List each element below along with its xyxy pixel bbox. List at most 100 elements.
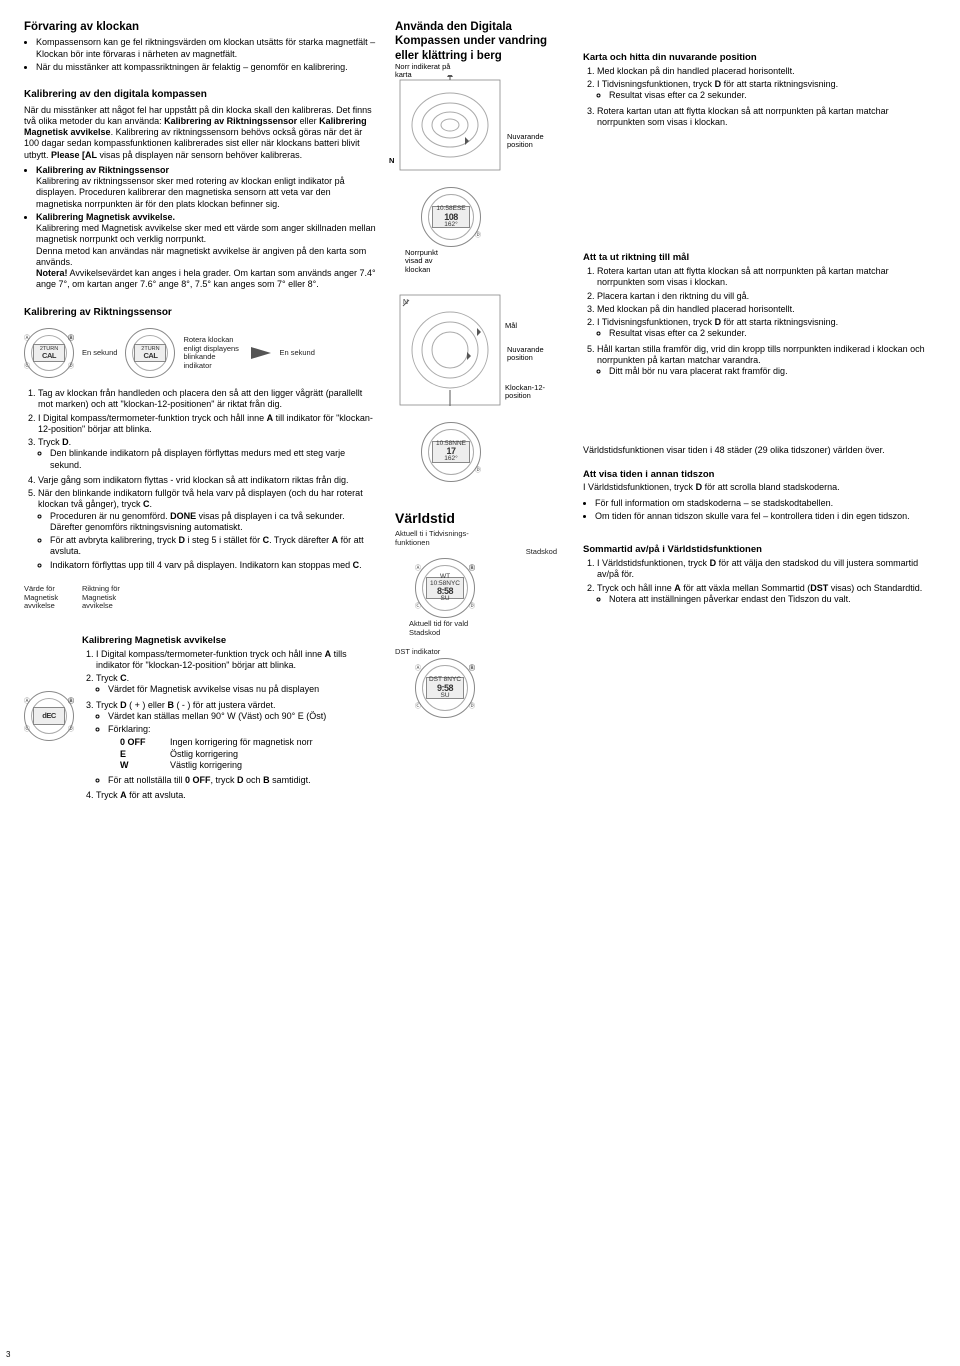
text: När den blinkande indikatorn fullgör två… [38, 488, 363, 509]
text: . [69, 437, 72, 447]
watch-icon: ⒶⒷⒸⒹ WT 10:58NYC 8:58 SU [415, 558, 475, 618]
list-item: Rotera kartan utan att flytta klockan så… [597, 106, 936, 129]
sub-bullet: Proceduren är nu genomförd. DONE visas p… [50, 511, 377, 534]
watch-icon: ⒶⒷⒸⒹ dEC [24, 691, 74, 741]
watch-icon: Ⓓ 10:58ESE 108 162° [421, 187, 481, 247]
caption: Nuvarande position [507, 346, 557, 363]
sub-bullet: För att avbryta kalibrering, tryck D i s… [50, 535, 377, 558]
text: ( - ) för att justera värdet. [174, 700, 276, 710]
text: För att avbryta kalibrering, tryck [50, 535, 179, 545]
wt-scroll: I Världstidsfunktionen, tryck D för att … [583, 482, 936, 493]
caption: En sekund [279, 349, 314, 358]
text: visas) och Standardtid. [828, 583, 922, 593]
page-number: 3 [6, 1350, 10, 1360]
caption: Mål [505, 322, 535, 330]
text: Tryck [96, 700, 120, 710]
sub-bullet: Indikatorn förflyttas upp till 4 varv på… [50, 560, 377, 571]
text: Denna metod kan användas när magnetiskt … [36, 246, 366, 267]
text: , tryck [211, 775, 238, 785]
text: Indikatorn förflyttas upp till 4 varv på… [50, 560, 353, 570]
text: Tryck [96, 673, 120, 683]
heading-storage: Förvaring av klockan [24, 20, 377, 34]
watch-text: dEC [42, 712, 56, 720]
cell: W [120, 760, 160, 771]
figure-mag-dec: Värde för Magnetisk avvikelse Riktning f… [24, 585, 377, 806]
heading-use-compass: Använda den Digitala Kompassen under van… [395, 20, 565, 63]
sub-bullet: Värdet för Magnetisk avvikelse visas nu … [108, 684, 377, 695]
list-item: I Digital kompass/termometer-funktion tr… [96, 649, 377, 672]
list-item: Tryck och håll inne A för att växla mell… [597, 583, 936, 606]
text: Håll kartan stilla framför dig, vrid din… [597, 344, 925, 365]
text: Tryck och håll inne [597, 583, 674, 593]
text: för att scrolla bland stadskoderna. [702, 482, 840, 492]
text: I Tidvisningsfunktionen, tryck [597, 79, 715, 89]
arrow-icon [251, 347, 271, 359]
text: . Tryck därefter [269, 535, 332, 545]
list-item: Tryck D ( + ) eller B ( - ) för att just… [96, 700, 377, 787]
sub-bullet: Värdet kan ställas mellan 90° W (Väst) o… [108, 711, 377, 722]
caption: Aktuell ti i Tidvisnings-funktionen [395, 530, 485, 547]
caption: Norrpunkt visad av klockan [405, 249, 455, 274]
caption: Riktning för Magnetisk avvikelse [82, 585, 132, 611]
caption: N [389, 157, 394, 165]
riktning-steps: Rotera kartan utan att flytta klockan så… [583, 266, 936, 381]
figure-calib-dir: ⒶⒷⒸⒹ 2TURN CAL En sekund 2TURN CAL Roter… [24, 328, 377, 378]
heading-karta-pos: Karta och hitta din nuvarande position [583, 52, 936, 64]
cell: E [120, 749, 160, 760]
figure-worldtime: Aktuell ti i Tidvisnings-funktionen Stad… [395, 530, 565, 720]
text: I Tidvisningsfunktionen, tryck [597, 317, 715, 327]
heading-dst: Sommartid av/på i Världstidsfunktionen [583, 544, 936, 556]
sub-bullet: För att nollställa till 0 OFF, tryck D o… [108, 775, 377, 786]
text-bold: 0 OFF [185, 775, 211, 785]
caption: Klockan-12-position [505, 384, 557, 401]
watch-icon: ⒶⒷⒸⒹ 2TURN CAL [24, 328, 74, 378]
text: samtidigt. [270, 775, 311, 785]
text: Proceduren är nu genomförd. [50, 511, 170, 521]
wt-bullets: För full information om stadskoderna – s… [583, 498, 936, 525]
text: i steg 5 i stället för [185, 535, 263, 545]
text: I Världstidsfunktionen, tryck [597, 558, 710, 568]
cell: Ingen korrigering för magnetisk norr [170, 737, 377, 748]
watch-icon: 2TURN CAL [125, 328, 175, 378]
caption: Nuvarande position [507, 133, 555, 150]
list-item: För full information om stadskoderna – s… [595, 498, 936, 509]
text: för att växla mellan Sommartid ( [681, 583, 811, 593]
explain-table: 0 OFF Ingen korrigering för magnetisk nor… [120, 737, 377, 771]
text-bold: Kalibrering av Riktningssensor [36, 165, 169, 175]
dst-steps: I Världstidsfunktionen, tryck D för att … [583, 558, 936, 609]
watch-text: 162° [444, 456, 457, 463]
list-item: Med klockan på din handled placerad hori… [597, 66, 936, 77]
text: för att avsluta. [127, 790, 186, 800]
topo-map-icon: N [395, 290, 505, 410]
heading-worldtime: Världstid [395, 510, 565, 528]
text: Förklaring: [108, 724, 151, 734]
text: eller [297, 116, 319, 126]
list-item: Tryck C. Värdet för Magnetisk avvikelse … [96, 673, 377, 696]
storage-bullet: När du misstänker att kompassriktningen … [36, 62, 377, 73]
text: I Världstidsfunktionen, tryck [583, 482, 696, 492]
caption: DST indikator [395, 648, 440, 657]
calib-mag-steps: I Digital kompass/termometer-funktion tr… [82, 649, 377, 802]
caption: Aktuell tid för vald Stadskod [409, 620, 479, 637]
list-item: Tryck A för att avsluta. [96, 790, 377, 801]
text: . [359, 560, 362, 570]
karta-steps: Med klockan på din handled placerad hori… [583, 66, 936, 130]
text: Kalibrering av riktningssensor sker med … [36, 176, 345, 209]
list-item: När den blinkande indikatorn fullgör två… [38, 488, 377, 571]
heading-calib-mag: Kalibrering Magnetisk avvikelse [82, 635, 377, 647]
list-item: I Digital kompass/termometer-funktion tr… [38, 413, 377, 436]
watch-text: CAL [143, 352, 157, 360]
sub-bullet: Notera att inställningen påverkar endast… [609, 594, 936, 605]
heading-wt-other: Att visa tiden i annan tidszon [583, 469, 936, 481]
text: och [244, 775, 264, 785]
text-bold: Please [AL [51, 150, 97, 160]
calib-types-list: Kalibrering av Riktningssensor Kalibreri… [24, 165, 377, 293]
cell: 0 OFF [120, 737, 160, 748]
list-item: I Tidvisningsfunktionen, tryck D för att… [597, 79, 936, 102]
text: . [150, 499, 153, 509]
list-item: Kalibrering Magnetisk avvikelse. Kalibre… [36, 212, 377, 291]
caption: Rotera klockan enligt displayens blinkan… [183, 336, 243, 371]
list-item: Varje gång som indikatorn flyttas - vrid… [38, 475, 377, 486]
wt-intro: Världstidsfunktionen visar tiden i 48 st… [583, 445, 936, 456]
figure-map2: N Mål Nuvarande position Klockan-12-posi… [395, 286, 565, 482]
